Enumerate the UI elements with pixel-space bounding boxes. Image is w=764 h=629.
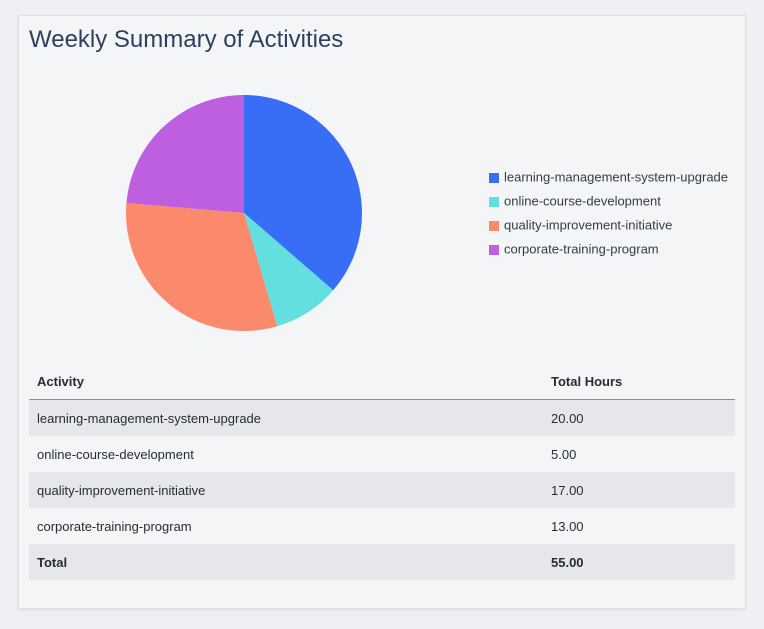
table-row: online-course-development 5.00	[29, 436, 735, 472]
table-body: learning-management-system-upgrade 20.00 o…	[29, 399, 735, 580]
column-header: Total Hours	[541, 364, 735, 400]
table-row: corporate-training-program 13.00	[29, 508, 735, 544]
table-cell: learning-management-system-upgrade	[29, 399, 541, 436]
total-cell: Total	[29, 544, 541, 580]
legend-label: quality-improvement-initiative	[504, 217, 672, 232]
summary-table: Activity Total Hours learning-management-…	[29, 364, 735, 580]
header-row: Activity Total Hours	[29, 364, 735, 400]
table-cell: 5.00	[551, 446, 577, 462]
pie-slice	[244, 95, 362, 291]
pie-slice	[126, 95, 244, 213]
total-cell: 55.00	[541, 544, 735, 580]
legend-swatch	[489, 221, 499, 231]
table-row: quality-improvement-initiative 17.00	[29, 472, 735, 508]
table-cell: online-course-development	[37, 446, 194, 462]
table-cell: 20.00	[541, 399, 735, 436]
legend-label: learning-management-system-upgrade	[504, 169, 728, 184]
card: Weekly Summary of Activities learning-ma…	[18, 15, 746, 609]
card-title: Weekly Summary of Activities	[29, 26, 344, 53]
legend-swatch	[489, 197, 499, 207]
chart: learning-management-system-upgrade online…	[126, 95, 728, 332]
total-row: Total 55.00	[29, 544, 735, 580]
table-cell: 13.00	[551, 518, 584, 534]
legend-swatch	[489, 173, 499, 183]
legend-label: online-course-development	[504, 193, 661, 208]
table-cell: 17.00	[541, 472, 735, 508]
column-header: Activity	[29, 364, 541, 400]
table-cell: corporate-training-program	[37, 518, 192, 534]
pie-slice	[244, 213, 334, 327]
table-row: learning-management-system-upgrade 20.00	[29, 399, 735, 436]
pie-slice	[126, 202, 278, 332]
legend-label: corporate-training-program	[504, 241, 659, 256]
legend-swatch	[489, 245, 499, 255]
table-cell: quality-improvement-initiative	[29, 472, 541, 508]
